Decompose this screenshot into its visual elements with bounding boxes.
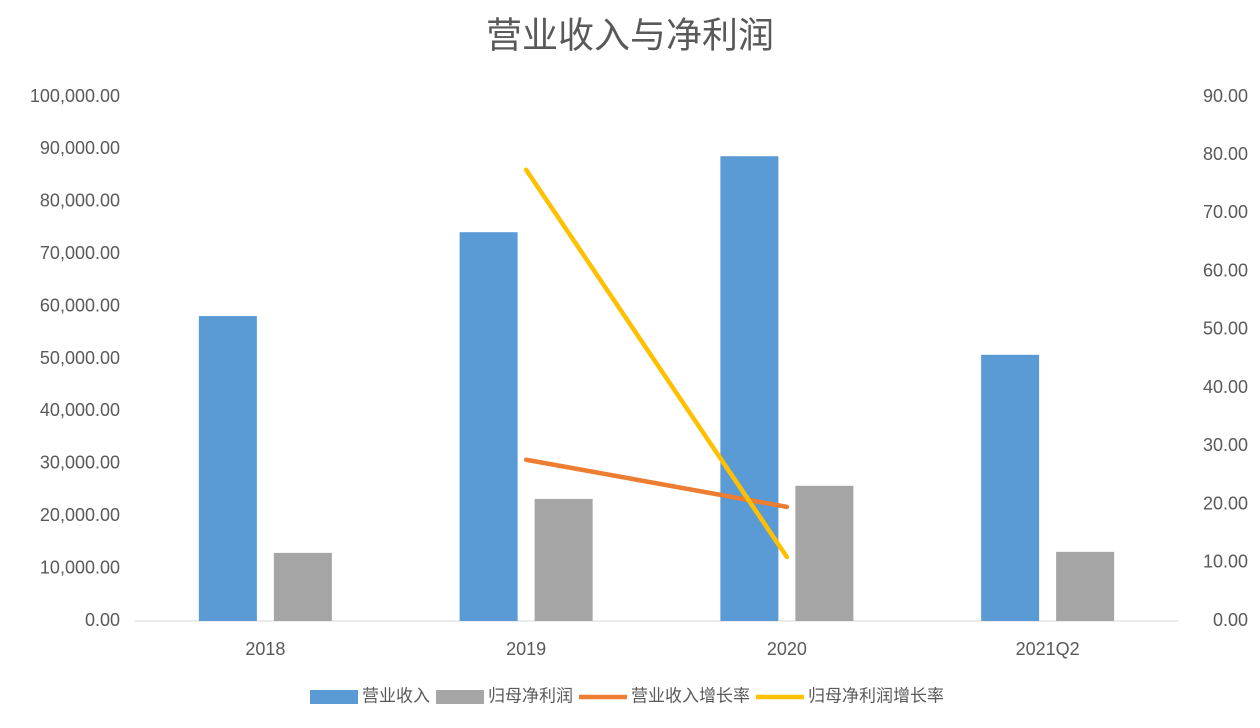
y2-tick-label: 30.00 bbox=[1203, 435, 1248, 455]
bar bbox=[1056, 551, 1115, 621]
x-tick-label: 2020 bbox=[767, 639, 807, 659]
y-tick-label: 50,000.00 bbox=[40, 348, 120, 368]
bar bbox=[198, 316, 257, 621]
legend-swatch bbox=[310, 690, 358, 704]
x-tick-label: 2021Q2 bbox=[1016, 639, 1080, 659]
y-tick-label: 80,000.00 bbox=[40, 191, 120, 211]
bar bbox=[273, 552, 332, 621]
line bbox=[523, 167, 790, 560]
bar bbox=[459, 232, 518, 621]
y2-tick-label: 80.00 bbox=[1203, 144, 1248, 164]
y-tick-label: 90,000.00 bbox=[40, 138, 120, 158]
y-tick-label: 60,000.00 bbox=[40, 295, 120, 315]
y-tick-label: 20,000.00 bbox=[40, 505, 120, 525]
line bbox=[523, 457, 790, 510]
bar bbox=[795, 485, 854, 621]
y-tick-label: 10,000.00 bbox=[40, 557, 120, 577]
chart-title: 营业收入与净利润 bbox=[486, 15, 774, 56]
x-tick-label: 2018 bbox=[245, 639, 285, 659]
y2-tick-label: 60.00 bbox=[1203, 260, 1248, 280]
y2-tick-label: 90.00 bbox=[1203, 86, 1248, 106]
y2-tick-label: 10.00 bbox=[1203, 552, 1248, 572]
legend-swatch bbox=[436, 690, 484, 704]
legend-label: 营业收入 bbox=[362, 686, 430, 705]
bar bbox=[720, 156, 779, 621]
legend-label: 归母净利润 bbox=[488, 686, 573, 705]
y-tick-label: 70,000.00 bbox=[40, 243, 120, 263]
y2-tick-label: 40.00 bbox=[1203, 377, 1248, 397]
y2-tick-label: 20.00 bbox=[1203, 493, 1248, 513]
y2-tick-label: 70.00 bbox=[1203, 202, 1248, 222]
y2-tick-label: 0.00 bbox=[1213, 610, 1248, 630]
bar bbox=[534, 498, 593, 621]
y-tick-label: 0.00 bbox=[85, 610, 120, 630]
y-tick-label: 30,000.00 bbox=[40, 453, 120, 473]
bar bbox=[981, 354, 1040, 621]
legend-label: 归母净利润增长率 bbox=[808, 686, 944, 705]
y-tick-label: 40,000.00 bbox=[40, 400, 120, 420]
y2-tick-label: 50.00 bbox=[1203, 319, 1248, 339]
legend-label: 营业收入增长率 bbox=[631, 686, 750, 705]
y-tick-label: 100,000.00 bbox=[30, 86, 120, 106]
x-tick-label: 2019 bbox=[506, 639, 546, 659]
